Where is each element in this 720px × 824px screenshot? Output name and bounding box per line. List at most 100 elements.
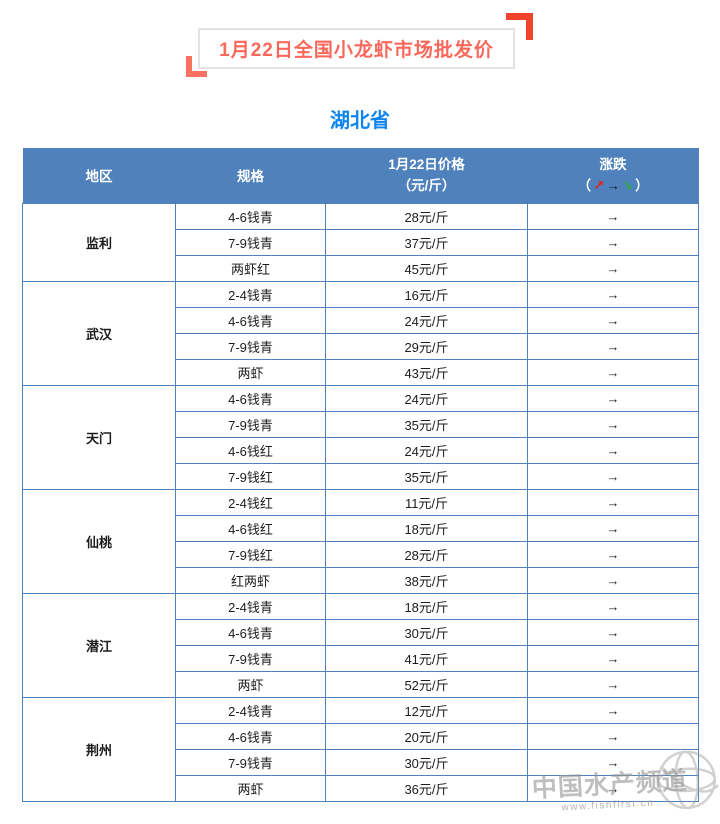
price-cell: 24元/斤 [325, 436, 528, 464]
table-row: 两虾 43元/斤 → [23, 358, 699, 386]
corner-bracket-top-right [506, 13, 533, 40]
header-price-line2: （元/斤） [397, 178, 456, 194]
spec-cell: 2-4钱青 [175, 592, 326, 620]
table-row: 4-6钱红 18元/斤 → [23, 514, 699, 542]
price-cell: 43元/斤 [325, 358, 528, 386]
region-cell: 天门 [22, 384, 176, 490]
spec-cell: 2-4钱红 [175, 488, 326, 516]
spec-cell: 7-9钱红 [175, 462, 326, 490]
region-cell: 荆州 [22, 696, 176, 802]
change-cell: → [527, 488, 699, 516]
spec-cell: 2-4钱青 [175, 280, 326, 308]
price-cell: 12元/斤 [325, 696, 528, 724]
price-cell: 41元/斤 [325, 644, 528, 672]
change-cell: → [527, 462, 699, 490]
table-header: 地区 规格 1月22日价格 （元/斤） 涨跌 （↗ → ↘） [22, 148, 699, 203]
table-row: 武汉 2-4钱青 16元/斤 → [22, 280, 699, 386]
price-cell: 18元/斤 [325, 514, 528, 542]
change-cell: → [527, 384, 699, 412]
up-arrow-icon: ↗ [592, 178, 605, 194]
flat-arrow-icon: → [606, 178, 620, 194]
change-cell: → [527, 410, 699, 438]
price-cell: 35元/斤 [325, 462, 528, 490]
spec-cell: 红两虾 [175, 566, 326, 594]
price-cell: 35元/斤 [325, 410, 528, 438]
header-price: 1月22日价格 （元/斤） [325, 148, 528, 203]
table-row: 4-6钱红 24元/斤 → [23, 436, 699, 464]
spec-cell: 两虾 [175, 670, 326, 698]
page-title: 1月22日全国小龙虾市场批发价 [219, 40, 494, 61]
spec-cell: 7-9钱青 [175, 228, 326, 256]
down-arrow-icon: ↘ [621, 178, 634, 194]
spec-cell: 4-6钱青 [175, 202, 326, 230]
change-cell: → [527, 202, 699, 230]
price-cell: 45元/斤 [325, 254, 528, 282]
change-cell: → [527, 358, 699, 386]
header-change-legend: （↗ → ↘） [528, 175, 699, 196]
change-cell: → [527, 280, 699, 308]
spec-cell: 7-9钱青 [175, 644, 326, 672]
price-cell: 28元/斤 [325, 202, 528, 230]
change-cell: → [527, 228, 699, 256]
table-row: 两虾 52元/斤 → [23, 670, 699, 698]
paren-open: （ [577, 178, 591, 194]
corner-bracket-bottom-left [186, 56, 207, 77]
header-price-line1: 1月22日价格 [388, 157, 465, 173]
region-cell: 仙桃 [22, 488, 176, 594]
price-cell: 24元/斤 [325, 306, 528, 334]
spec-cell: 4-6钱红 [175, 436, 326, 464]
spec-cell: 4-6钱青 [175, 306, 326, 334]
table-row: 4-6钱青 24元/斤 → [23, 306, 699, 334]
table-row: 荆州 2-4钱青 12元/斤 → [22, 696, 699, 802]
change-cell: → [527, 722, 699, 750]
header-region: 地区 [22, 148, 176, 203]
section-title-province: 湖北省 [330, 110, 390, 132]
change-cell: → [527, 332, 699, 360]
price-table: 地区 规格 1月22日价格 （元/斤） 涨跌 （↗ → ↘） 监利 4-6钱青 28… [22, 148, 699, 802]
price-cell: 20元/斤 [325, 722, 528, 750]
spec-cell: 7-9钱青 [175, 748, 326, 776]
change-cell: → [527, 670, 699, 698]
change-cell: → [527, 644, 699, 672]
change-cell: → [527, 436, 699, 464]
table-row: 7-9钱青 37元/斤 → [23, 228, 699, 256]
table-row: 红两虾 38元/斤 → [23, 566, 699, 594]
change-cell: → [527, 566, 699, 594]
price-cell: 11元/斤 [325, 488, 528, 516]
table-row: 7-9钱青 30元/斤 → [23, 748, 699, 776]
spec-cell: 两虾 [175, 774, 326, 802]
title-banner: 1月22日全国小龙虾市场批发价 [186, 13, 533, 77]
spec-cell: 两虾红 [175, 254, 326, 282]
table-row: 7-9钱青 29元/斤 → [23, 332, 699, 360]
region-cell: 监利 [22, 202, 176, 282]
paren-close: ） [635, 178, 649, 194]
table-row: 监利 4-6钱青 28元/斤 → [22, 202, 699, 282]
table-row: 潜江 2-4钱青 18元/斤 → [22, 592, 699, 698]
price-cell: 29元/斤 [325, 332, 528, 360]
price-cell: 36元/斤 [325, 774, 528, 802]
spec-cell: 7-9钱红 [175, 540, 326, 568]
spec-cell: 4-6钱青 [175, 618, 326, 646]
change-cell: → [527, 696, 699, 724]
table-body: 监利 4-6钱青 28元/斤 → 7-9钱青 37元/斤 → 两虾红 45元/斤… [22, 202, 699, 802]
price-cell: 30元/斤 [325, 618, 528, 646]
region-cell: 武汉 [22, 280, 176, 386]
change-cell: → [527, 306, 699, 334]
change-cell: → [527, 540, 699, 568]
price-cell: 16元/斤 [325, 280, 528, 308]
price-cell: 37元/斤 [325, 228, 528, 256]
table-row: 两虾 36元/斤 → [23, 774, 699, 802]
table-row: 天门 4-6钱青 24元/斤 → [22, 384, 699, 490]
header-change-label: 涨跌 [599, 157, 627, 173]
change-cell: → [527, 618, 699, 646]
spec-cell: 两虾 [175, 358, 326, 386]
change-cell: → [527, 514, 699, 542]
change-cell: → [527, 254, 699, 282]
price-cell: 30元/斤 [325, 748, 528, 776]
spec-cell: 4-6钱青 [175, 722, 326, 750]
change-cell: → [527, 592, 699, 620]
change-cell: → [527, 774, 699, 802]
change-cell: → [527, 748, 699, 776]
header-spec: 规格 [175, 148, 326, 203]
